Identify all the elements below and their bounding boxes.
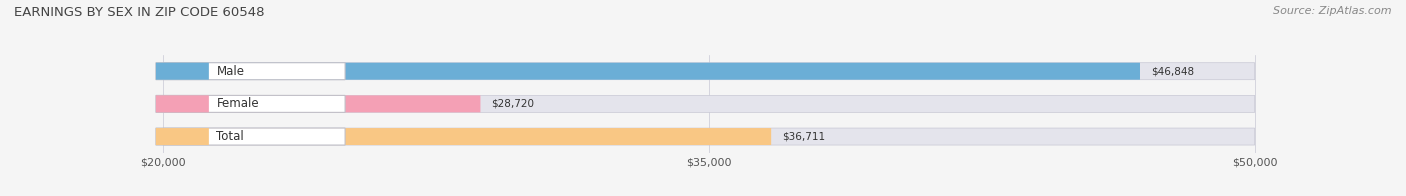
Text: $36,711: $36,711 [782, 132, 825, 142]
FancyBboxPatch shape [156, 128, 209, 145]
FancyBboxPatch shape [163, 128, 770, 145]
Text: $46,848: $46,848 [1152, 66, 1194, 76]
FancyBboxPatch shape [163, 95, 1254, 112]
FancyBboxPatch shape [163, 95, 481, 112]
FancyBboxPatch shape [163, 63, 1140, 80]
Text: Male: Male [217, 65, 245, 78]
FancyBboxPatch shape [163, 128, 1254, 145]
Text: EARNINGS BY SEX IN ZIP CODE 60548: EARNINGS BY SEX IN ZIP CODE 60548 [14, 6, 264, 19]
FancyBboxPatch shape [163, 63, 1254, 80]
FancyBboxPatch shape [156, 63, 344, 80]
Text: Female: Female [217, 97, 259, 110]
Text: $28,720: $28,720 [491, 99, 534, 109]
FancyBboxPatch shape [156, 95, 209, 112]
FancyBboxPatch shape [156, 128, 344, 145]
FancyBboxPatch shape [156, 95, 344, 112]
FancyBboxPatch shape [156, 63, 209, 80]
Text: Total: Total [217, 130, 245, 143]
Text: Source: ZipAtlas.com: Source: ZipAtlas.com [1274, 6, 1392, 16]
